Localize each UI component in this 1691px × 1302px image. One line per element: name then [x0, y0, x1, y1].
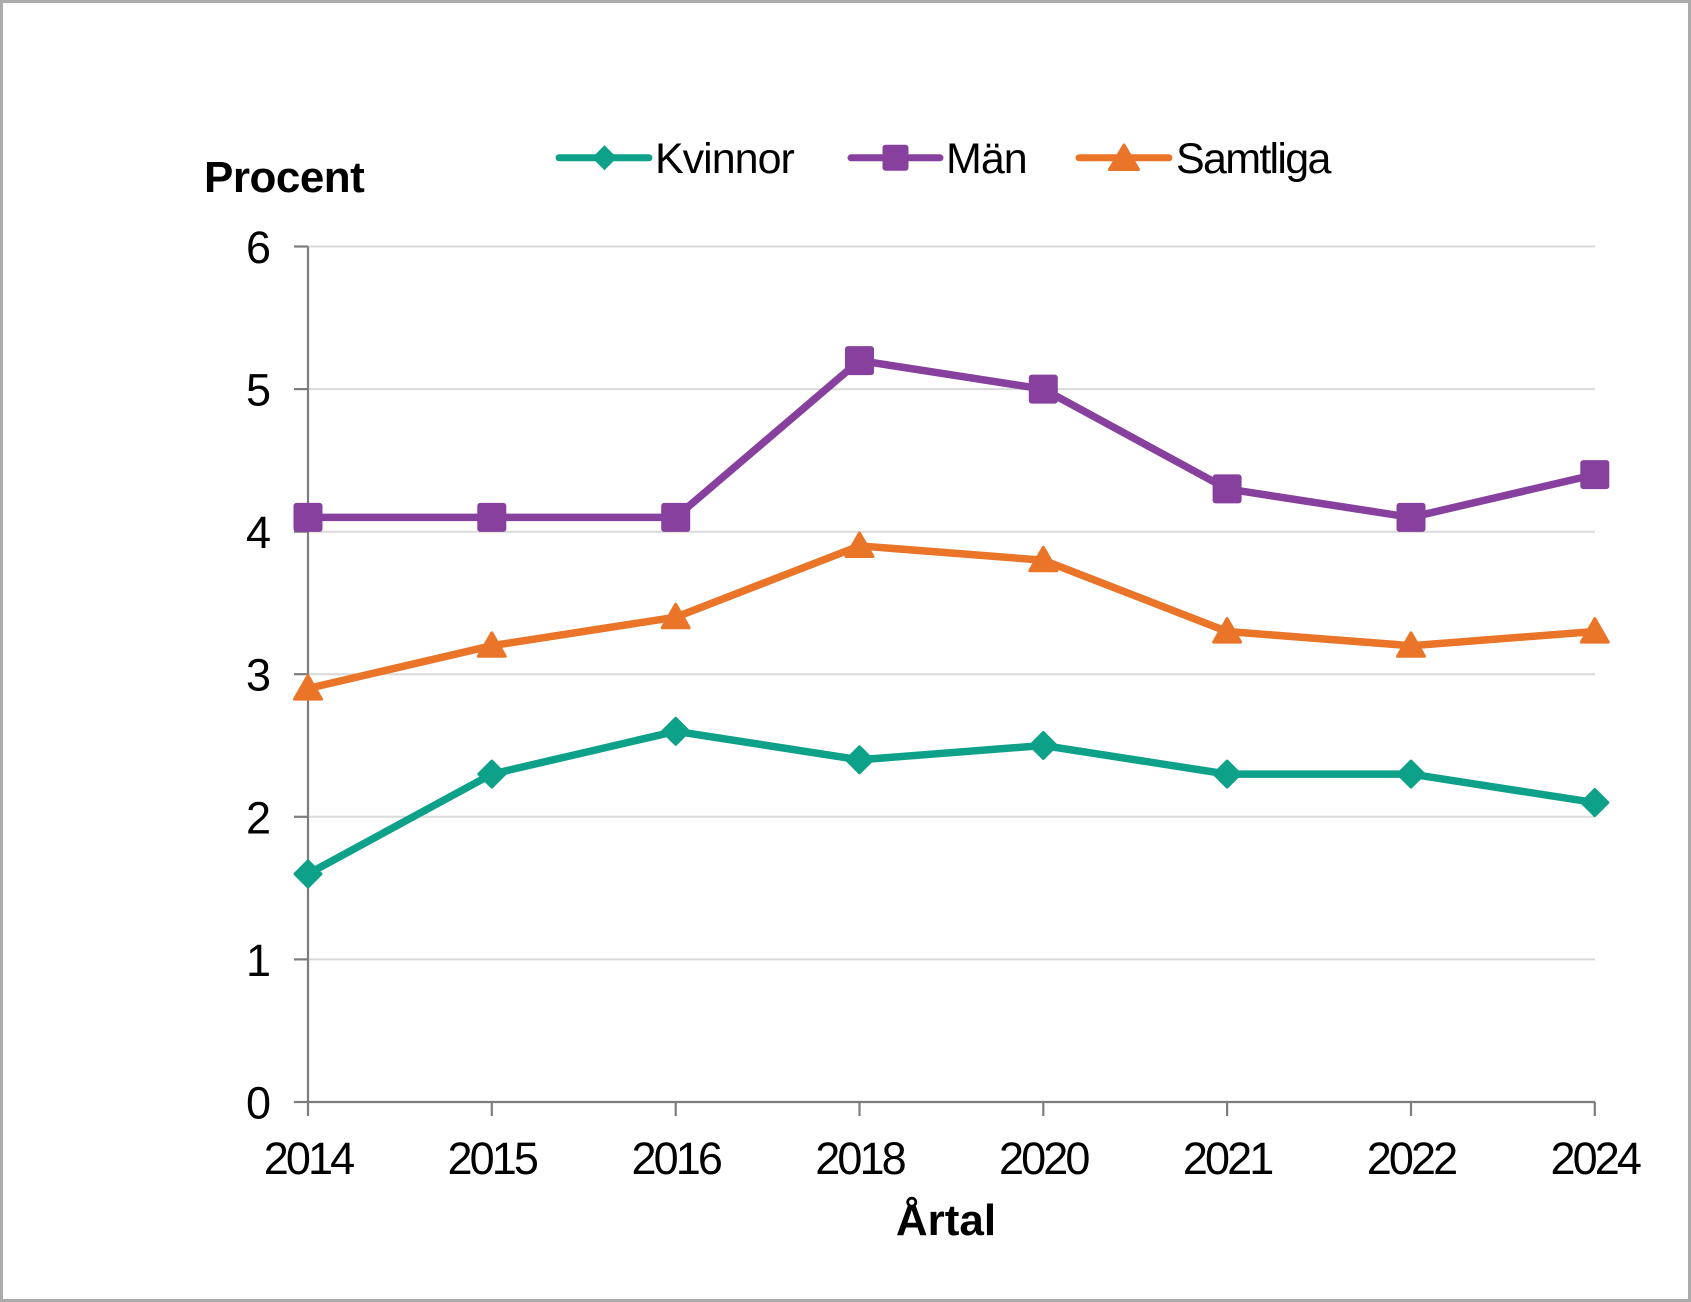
svg-text:5: 5 [246, 365, 271, 416]
svg-text:0: 0 [246, 1078, 271, 1129]
svg-text:2014: 2014 [264, 1133, 354, 1184]
svg-text:Män: Män [946, 135, 1027, 183]
svg-text:Kvinnor: Kvinnor [655, 135, 794, 183]
svg-text:2020: 2020 [999, 1133, 1089, 1184]
svg-text:6: 6 [246, 222, 271, 273]
svg-text:2024: 2024 [1551, 1133, 1641, 1184]
svg-text:4: 4 [246, 507, 271, 558]
svg-text:2015: 2015 [448, 1133, 538, 1184]
svg-text:2016: 2016 [631, 1133, 721, 1184]
svg-text:2018: 2018 [815, 1133, 905, 1184]
svg-text:3: 3 [246, 650, 271, 701]
svg-text:Årtal: Årtal [896, 1196, 996, 1245]
svg-text:2: 2 [246, 792, 271, 843]
svg-text:Procent: Procent [204, 153, 365, 202]
svg-text:Samtliga: Samtliga [1176, 135, 1331, 183]
svg-text:2022: 2022 [1367, 1133, 1456, 1184]
svg-text:2021: 2021 [1183, 1133, 1272, 1184]
svg-text:1: 1 [246, 935, 271, 986]
